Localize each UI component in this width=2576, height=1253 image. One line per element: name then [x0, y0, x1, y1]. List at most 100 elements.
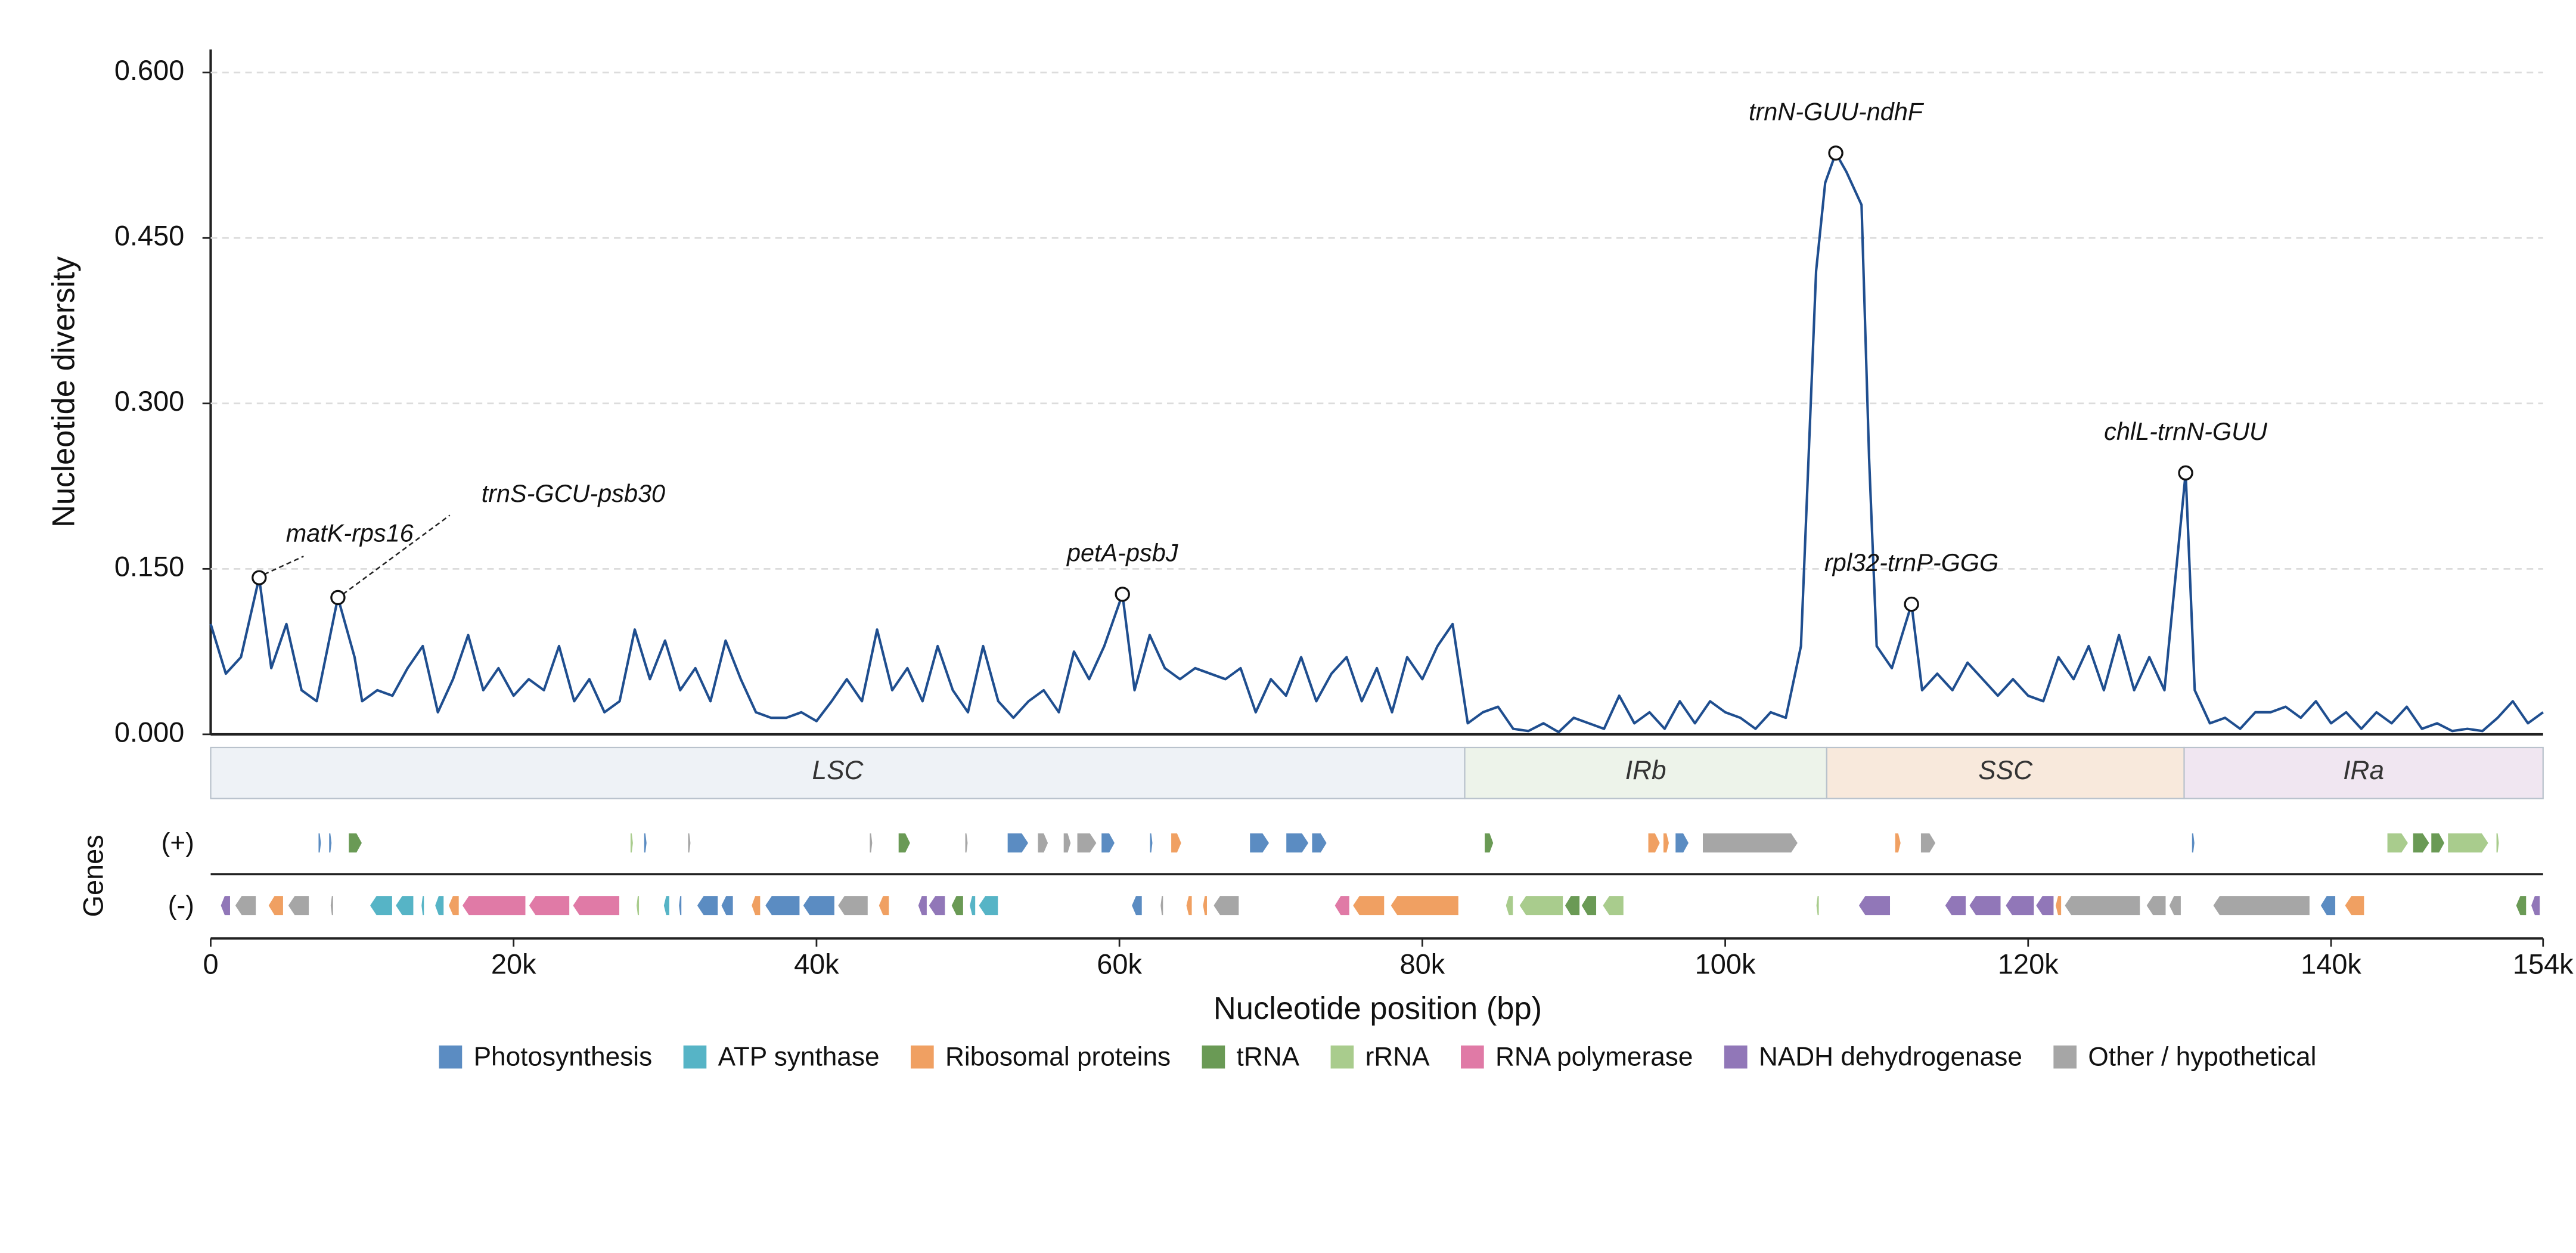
gene: [2344, 895, 2365, 916]
legend-label: NADH dehydrogenase: [1759, 1043, 2022, 1072]
annotation-label: matK-rps16: [286, 519, 414, 547]
x-tick-label: 0: [203, 949, 218, 980]
gene: [318, 833, 322, 854]
gene: [2191, 833, 2195, 854]
gene: [1519, 895, 1564, 916]
gene: [1202, 895, 1208, 916]
annotation-label: rpl32-trnP-GGG: [1824, 549, 1998, 576]
gene: [234, 895, 257, 916]
annotation-label: trnN-GUU-ndhF: [1749, 98, 1925, 125]
gene: [1662, 833, 1670, 854]
gene: [928, 895, 946, 916]
gene: [395, 895, 414, 916]
annotation-point: [330, 590, 346, 606]
gene: [1213, 895, 1240, 916]
gene: [348, 833, 363, 854]
gene: [2320, 895, 2336, 916]
gene: [2515, 895, 2527, 916]
legend-label: ATP synthase: [718, 1043, 880, 1072]
y-axis-label: Nucleotide diversity: [46, 256, 81, 528]
gene: [969, 895, 976, 916]
region-label: IRb: [1625, 756, 1666, 785]
genes-label: Genes: [78, 835, 109, 917]
x-tick-label: 60k: [1097, 949, 1142, 980]
plus-strand-label: (+): [162, 829, 194, 858]
gene: [978, 895, 999, 916]
gene: [696, 895, 719, 916]
gene: [2168, 895, 2181, 916]
annotation-point: [1904, 596, 1919, 612]
gene: [869, 833, 873, 854]
gene: [1149, 833, 1153, 854]
gene: [2530, 895, 2541, 916]
annotation-leader: [263, 556, 304, 575]
x-axis-label: Nucleotide position (bp): [1213, 992, 1542, 1026]
legend-label: Ribosomal proteins: [945, 1043, 1171, 1072]
gene: [1858, 895, 1891, 916]
x-tick-label: 80k: [1400, 949, 1445, 980]
gene: [1007, 833, 1029, 854]
gene: [2146, 895, 2167, 916]
gene: [287, 895, 310, 916]
annotation-leader: [342, 514, 451, 595]
region: [2183, 746, 2544, 799]
gene: [1160, 895, 1164, 916]
gene: [687, 833, 691, 854]
legend-swatch: [2053, 1045, 2077, 1069]
gene: [1311, 833, 1327, 854]
gene: [369, 895, 393, 916]
gene: [1969, 895, 2001, 916]
gene: [2064, 895, 2141, 916]
gene: [1063, 833, 1072, 854]
gene: [1702, 833, 1799, 854]
gene: [268, 895, 284, 916]
gene: [2412, 833, 2430, 854]
gene: [421, 895, 425, 916]
x-tick-label: 120k: [1998, 949, 2059, 980]
annotation-point: [1115, 587, 1130, 602]
legend-swatch: [1330, 1045, 1354, 1069]
gene: [1483, 833, 1494, 854]
gene: [1101, 833, 1116, 854]
gene: [878, 895, 890, 916]
gene: [721, 895, 734, 916]
gene: [951, 895, 964, 916]
legend-swatch: [439, 1045, 463, 1069]
gene: [528, 895, 570, 916]
gene: [2447, 833, 2489, 854]
legend-label: RNA polymerase: [1495, 1043, 1693, 1072]
x-tick-label: 100k: [1695, 949, 1756, 980]
annotation-point: [1828, 145, 1843, 161]
gene: [1894, 833, 1901, 854]
gene: [2054, 895, 2062, 916]
gene: [1286, 833, 1309, 854]
gene: [1076, 833, 1097, 854]
y-tick-label: 0.150: [114, 551, 184, 582]
legend-label: rRNA: [1365, 1043, 1430, 1072]
gene: [663, 895, 670, 916]
diversity-line: [209, 151, 2544, 734]
annotation-label: trnS-GCU-psb30: [482, 480, 665, 507]
y-tick-label: 0.300: [114, 386, 184, 417]
gene: [629, 833, 634, 854]
annotation-label: chlL-trnN-GUU: [2104, 418, 2268, 445]
legend-swatch: [1461, 1045, 1484, 1069]
gene: [1675, 833, 1690, 854]
gene: [330, 895, 334, 916]
gene: [1334, 895, 1350, 916]
gene: [2035, 895, 2054, 916]
annotation-label: petA-psbJ: [1066, 539, 1179, 567]
legend-swatch: [683, 1045, 707, 1069]
gene: [572, 895, 620, 916]
y-tick-label: 0.600: [114, 55, 184, 86]
gene: [764, 895, 800, 916]
x-tick-label: 140k: [2301, 949, 2361, 980]
gene: [1131, 895, 1143, 916]
gene: [2005, 895, 2035, 916]
gene: [1249, 833, 1270, 854]
gene: [678, 895, 682, 916]
gene: [434, 895, 445, 916]
gene: [837, 895, 868, 916]
gene: [2386, 833, 2409, 854]
